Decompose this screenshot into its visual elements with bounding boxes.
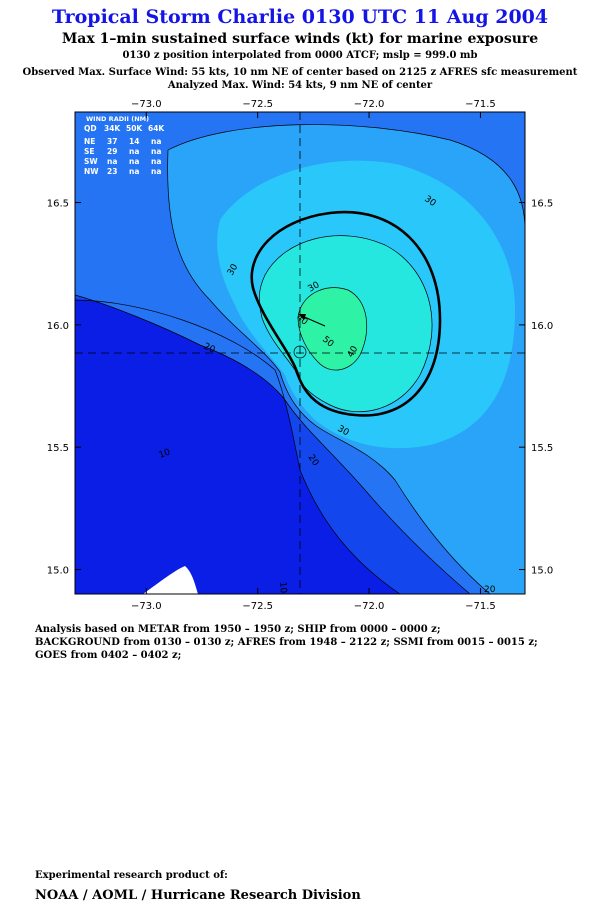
contour-30-top [167, 124, 525, 231]
y-tick-label-left: 16.0 [47, 321, 69, 332]
x-tick-label-bottom: −72.5 [242, 601, 273, 612]
contour-label: 20 [202, 342, 217, 356]
fill-lt10 [75, 300, 400, 594]
wind-radii-title: WIND RADII (NM) [86, 115, 149, 123]
contour-label: 10 [277, 581, 288, 594]
wind-radii-cell: SW [84, 157, 98, 166]
x-tick-label-top: −72.0 [354, 99, 385, 110]
y-tick-label-right: 16.5 [531, 199, 553, 210]
wind-radii-header-qd: QD [84, 124, 97, 133]
fill-gt50 [298, 287, 367, 371]
y-tick-label-left: 15.0 [47, 566, 69, 577]
y-tick-label-left: 16.5 [47, 199, 69, 210]
contour-20 [75, 294, 471, 594]
footer-credit-label: Experimental research product of: [35, 870, 228, 881]
contour-label: 20 [484, 585, 496, 595]
contour-label: 10 [158, 447, 172, 460]
contour-lines [75, 124, 525, 594]
contour-10 [75, 299, 401, 594]
contour-40 [258, 235, 433, 413]
x-tick-label-bottom: −72.0 [354, 601, 385, 612]
wind-radii-cell: na [107, 157, 117, 166]
footer-organization: NOAA / AOML / Hurricane Research Divisio… [35, 888, 361, 903]
wind-radii-table: WIND RADII (NM) QD 34K 50K 64K NE 37 14 … [84, 115, 165, 176]
x-tick-label-bottom: −71.5 [465, 601, 496, 612]
position-note: 0130 z position interpolated from 0000 A… [122, 50, 478, 61]
analyzed-max-wind: Analyzed Max. Wind: 54 kts, 9 nm NE of c… [167, 80, 433, 91]
wind-radii-cell: NE [84, 137, 95, 146]
contour-fills: 10 20 30 40 50 10 20 20 30 30 30 40 [75, 112, 525, 595]
y-tick-label-right: 15.5 [531, 443, 553, 454]
wind-radii-cell: SE [84, 147, 95, 156]
wind-radii-header-34k: 34K [104, 124, 121, 133]
analysis-line: GOES from 0402 – 0402 z; [35, 650, 182, 661]
storm-motion-arrow [298, 314, 326, 327]
wind-radii-header-50k: 50K [126, 124, 143, 133]
x-tick-label-bottom: −73.0 [131, 601, 162, 612]
analysis-line: Analysis based on METAR from 1950 – 1950… [35, 624, 441, 635]
analysis-sources: Analysis based on METAR from 1950 – 1950… [35, 623, 538, 662]
y-tick-label-right: 16.0 [531, 321, 553, 332]
wind-radii-cell: na [129, 147, 139, 156]
wind-radii-cell: na [129, 157, 139, 166]
x-tick-label-top: −73.0 [131, 99, 162, 110]
plot-frame [74, 111, 526, 595]
analysis-line: BACKGROUND from 0130 – 0130 z; AFRES fro… [35, 637, 538, 648]
chart-title: Tropical Storm Charlie 0130 UTC 11 Aug 2… [51, 6, 549, 28]
fill-land [143, 566, 198, 594]
wind-radii-cell: 14 [129, 137, 139, 146]
y-tick-label-left: 15.5 [47, 443, 69, 454]
wind-radii-cell: na [151, 167, 161, 176]
contour-34-bold [250, 210, 442, 417]
wind-radii-cell: na [129, 167, 139, 176]
wind-radii-cell: na [151, 147, 161, 156]
y-tick-label-right: 15.0 [531, 566, 553, 577]
wind-radii-cell: 37 [107, 137, 117, 146]
wind-radii-cell: NW [84, 167, 99, 176]
x-tick-label-top: −72.5 [242, 99, 273, 110]
contour-30 [167, 149, 491, 594]
wind-radii-cell: 23 [107, 167, 117, 176]
wind-radii-cell: na [151, 137, 161, 146]
chart-subtitle: Max 1–min sustained surface winds (kt) f… [61, 31, 539, 47]
observed-max-wind: Observed Max. Surface Wind: 55 kts, 10 n… [22, 67, 578, 78]
wind-contour-chart: 10 20 30 40 50 10 20 20 30 30 30 40 WIND… [47, 99, 554, 612]
wind-radii-header-64k: 64K [148, 124, 165, 133]
wind-radii-cell: 29 [107, 147, 117, 156]
wind-radii-cell: na [151, 157, 161, 166]
axes: −73.0 −73.0 −72.5 −72.5 −72.0 −72.0 −71.5 −71.5… [47, 99, 554, 612]
x-tick-label-top: −71.5 [465, 99, 496, 110]
